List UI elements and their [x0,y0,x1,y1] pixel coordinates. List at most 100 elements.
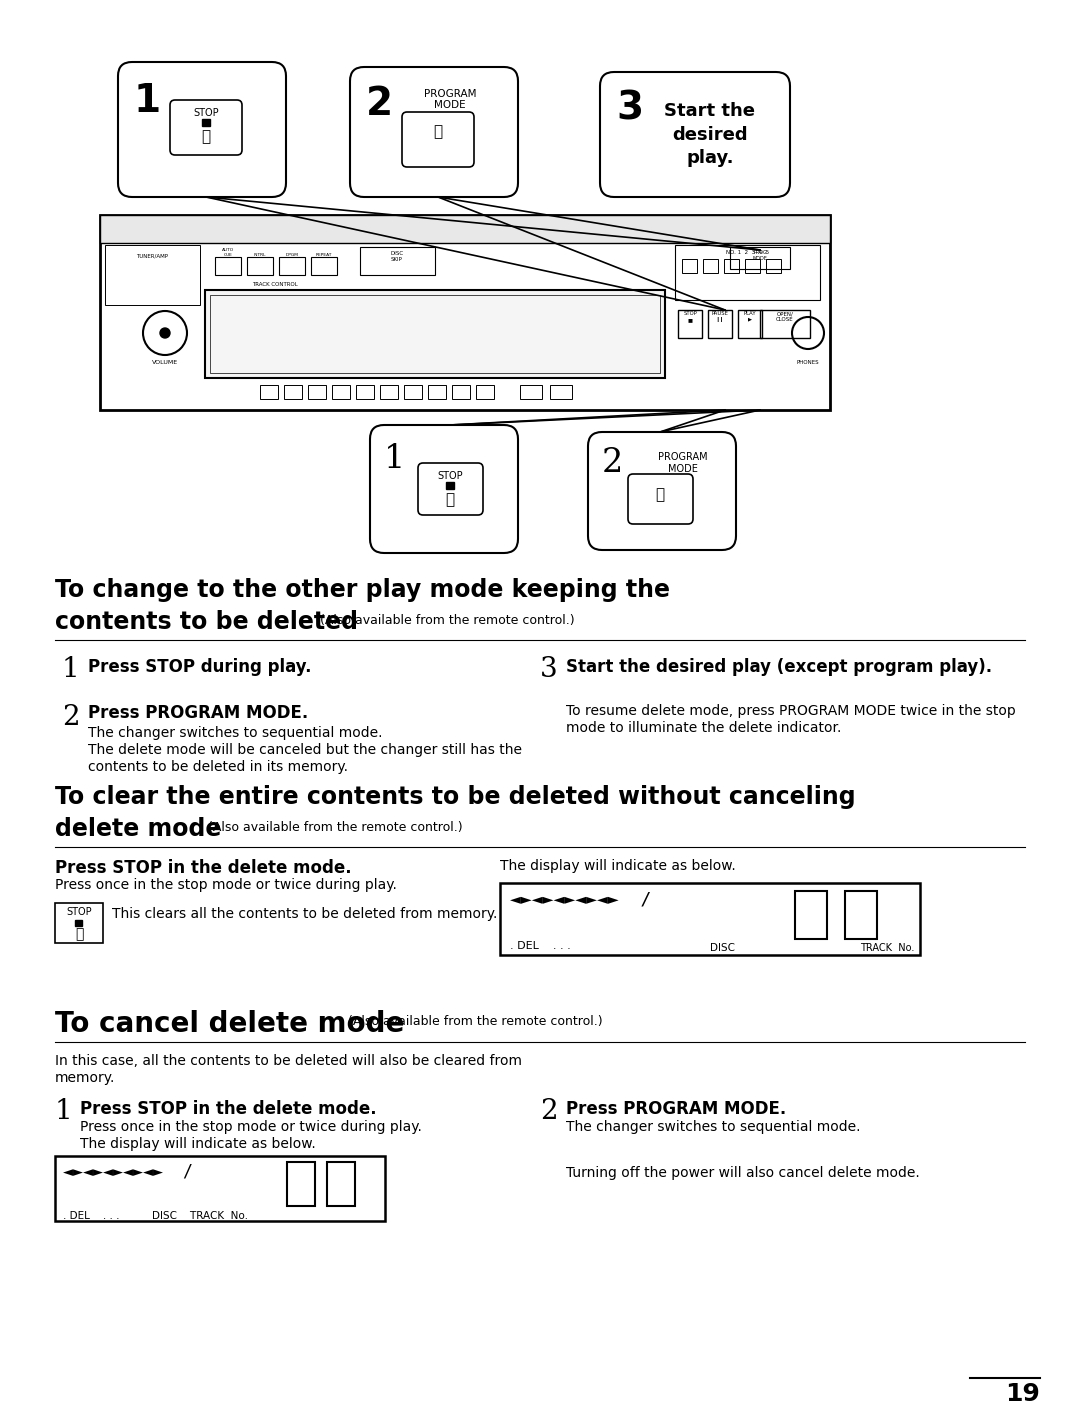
Text: VOLUME: VOLUME [152,360,178,364]
Text: In this case, all the contents to be deleted will also be cleared from: In this case, all the contents to be del… [55,1054,522,1068]
Text: Press STOP in the delete mode.: Press STOP in the delete mode. [80,1100,377,1119]
Text: TRACK  No.: TRACK No. [860,943,915,953]
Text: AUTO
CUE: AUTO CUE [221,249,234,257]
Text: To resume delete mode, press PROGRAM MODE twice in the stop: To resume delete mode, press PROGRAM MOD… [566,704,1016,718]
Bar [247,257,273,274]
Bar [100,215,831,243]
Bar [210,295,660,373]
FancyBboxPatch shape [627,474,693,523]
Text: 3: 3 [616,90,643,128]
Text: To clear the entire contents to be deleted without canceling: To clear the entire contents to be delet… [55,785,855,809]
Bar [678,310,702,338]
Bar [380,386,399,400]
Text: (Also available from the remote control.): (Also available from the remote control.… [208,822,462,834]
Text: PROG
MODE: PROG MODE [753,250,768,260]
Text: delete mode: delete mode [55,817,221,841]
Text: Press STOP during play.: Press STOP during play. [87,658,311,675]
Text: STOP: STOP [193,108,219,118]
FancyBboxPatch shape [370,425,518,553]
Text: mode to illuminate the delete indicator.: mode to illuminate the delete indicator. [566,720,841,734]
Text: (Also available from the remote control.): (Also available from the remote control.… [320,613,575,628]
Bar [215,257,241,274]
Bar [766,259,781,273]
Text: 2: 2 [62,704,80,732]
Text: Press PROGRAM MODE.: Press PROGRAM MODE. [566,1100,786,1119]
Bar [356,386,374,400]
Bar [500,884,920,955]
Text: STOP
■: STOP ■ [684,311,697,322]
Text: ✋: ✋ [445,492,455,507]
Bar [724,259,739,273]
Text: 3: 3 [540,656,557,682]
Text: TRACK CONTROL: TRACK CONTROL [252,281,298,287]
Text: The changer switches to sequential mode.: The changer switches to sequential mode. [87,726,382,740]
Bar [845,891,877,938]
Text: memory.: memory. [55,1071,116,1085]
Text: ✋: ✋ [75,927,83,941]
Bar [327,1162,355,1206]
Text: OPEN/
CLOSE: OPEN/ CLOSE [777,311,794,322]
Bar [55,903,103,943]
FancyBboxPatch shape [418,463,483,515]
Text: The display will indicate as below.: The display will indicate as below. [500,860,735,872]
Text: ✋: ✋ [433,124,443,139]
Text: (Also available from the remote control.): (Also available from the remote control.… [348,1014,603,1029]
Bar [75,920,82,926]
FancyBboxPatch shape [588,432,735,550]
FancyBboxPatch shape [118,62,286,197]
Text: STOP: STOP [66,908,92,917]
Text: ◄►◄►◄►◄►◄►  /: ◄►◄►◄►◄►◄► / [63,1164,193,1180]
Text: Press STOP in the delete mode.: Press STOP in the delete mode. [55,860,352,877]
Bar [205,290,665,378]
Text: . DEL    . . .          DISC    TRACK  No.: . DEL . . . DISC TRACK No. [63,1211,248,1221]
Bar [476,386,494,400]
Text: REPEAT: REPEAT [315,253,333,257]
Bar [760,310,810,338]
Bar [550,386,572,400]
Bar [100,215,831,409]
Text: This clears all the contents to be deleted from memory.: This clears all the contents to be delet… [112,908,498,922]
Text: 1: 1 [55,1097,72,1126]
Bar [55,1157,384,1221]
Text: DPGM: DPGM [285,253,298,257]
Text: DISC: DISC [710,943,735,953]
Bar [703,259,718,273]
Bar [404,386,422,400]
Text: contents to be deleted: contents to be deleted [55,611,357,635]
Bar [446,483,454,490]
Text: The changer switches to sequential mode.: The changer switches to sequential mode. [566,1120,861,1134]
Text: ◄►◄►◄►◄►◄►  /: ◄►◄►◄►◄►◄► / [510,891,651,909]
Text: 19: 19 [1005,1382,1040,1406]
FancyBboxPatch shape [350,68,518,197]
Bar [730,248,789,269]
Text: MODE: MODE [434,100,465,110]
Text: The display will indicate as below.: The display will indicate as below. [80,1137,315,1151]
Text: MODE: MODE [669,464,698,474]
Bar [105,245,200,305]
Text: 2: 2 [366,84,393,122]
FancyBboxPatch shape [170,100,242,155]
Text: ✋: ✋ [202,129,211,144]
Text: To cancel delete mode: To cancel delete mode [55,1010,404,1038]
Bar [708,310,732,338]
Text: . DEL    . . .: . DEL . . . [510,941,570,951]
Text: 1: 1 [62,656,80,682]
Text: Press once in the stop mode or twice during play.: Press once in the stop mode or twice dur… [80,1120,422,1134]
FancyBboxPatch shape [600,72,789,197]
Bar [202,120,210,127]
Bar [428,386,446,400]
Text: DISC
SKIP: DISC SKIP [391,250,404,262]
Text: PLAY
▶: PLAY ▶ [744,311,756,322]
Text: 1: 1 [384,443,405,476]
Text: TUNER/AMP: TUNER/AMP [136,253,168,257]
Text: To change to the other play mode keeping the: To change to the other play mode keeping… [55,578,670,602]
Bar [681,259,697,273]
Bar [279,257,305,274]
Circle shape [160,328,170,338]
Text: PHONES: PHONES [797,360,820,364]
Text: PAUSE
❙❙: PAUSE ❙❙ [712,311,728,322]
Text: STOP: STOP [437,471,463,481]
Bar [260,386,278,400]
Bar [287,1162,315,1206]
Bar [308,386,326,400]
